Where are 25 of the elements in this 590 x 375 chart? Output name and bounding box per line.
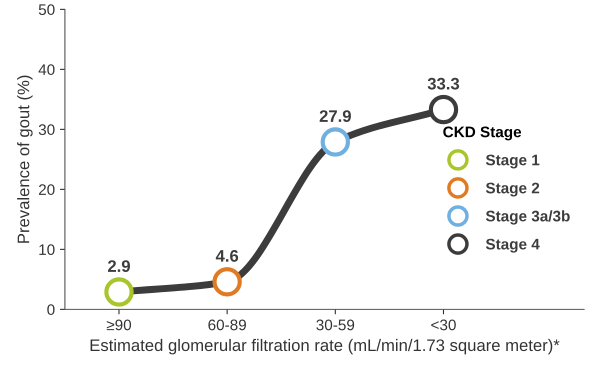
x-axis-title: Estimated glomerular filtration rate (mL/min/1.73 square meter)*	[90, 338, 560, 354]
data-label: 4.6	[216, 250, 238, 262]
data-label: 33.3	[428, 78, 460, 90]
y-axis-title: Prevalence of gout (%)	[17, 76, 33, 243]
x-tick-label: 60-89	[208, 320, 246, 330]
x-tick-label: <30	[431, 320, 456, 330]
point	[212, 267, 242, 296]
legend-label: Stage 4	[486, 238, 540, 253]
x-tick-label: 30-59	[316, 320, 354, 330]
data-label: 2.9	[108, 260, 130, 272]
legend-label: Stage 1	[486, 154, 540, 168]
y-tick-label: 40	[38, 64, 55, 76]
point	[104, 277, 134, 307]
x-tick-label: ≥90	[106, 320, 132, 330]
point	[320, 127, 350, 157]
y-tick-label: 50	[38, 4, 55, 16]
y-tick-label: 20	[38, 184, 55, 196]
y-tick-label: 0	[47, 304, 55, 316]
data-label: 27.9	[320, 110, 351, 122]
legend-label: Stage 2	[486, 182, 540, 197]
legend-title: CKD Stage	[443, 126, 522, 140]
point	[428, 94, 458, 124]
y-tick-label: 30	[38, 124, 55, 136]
y-tick-label: 10	[39, 244, 55, 256]
legend-label: Stage 3a/3b	[486, 210, 570, 225]
